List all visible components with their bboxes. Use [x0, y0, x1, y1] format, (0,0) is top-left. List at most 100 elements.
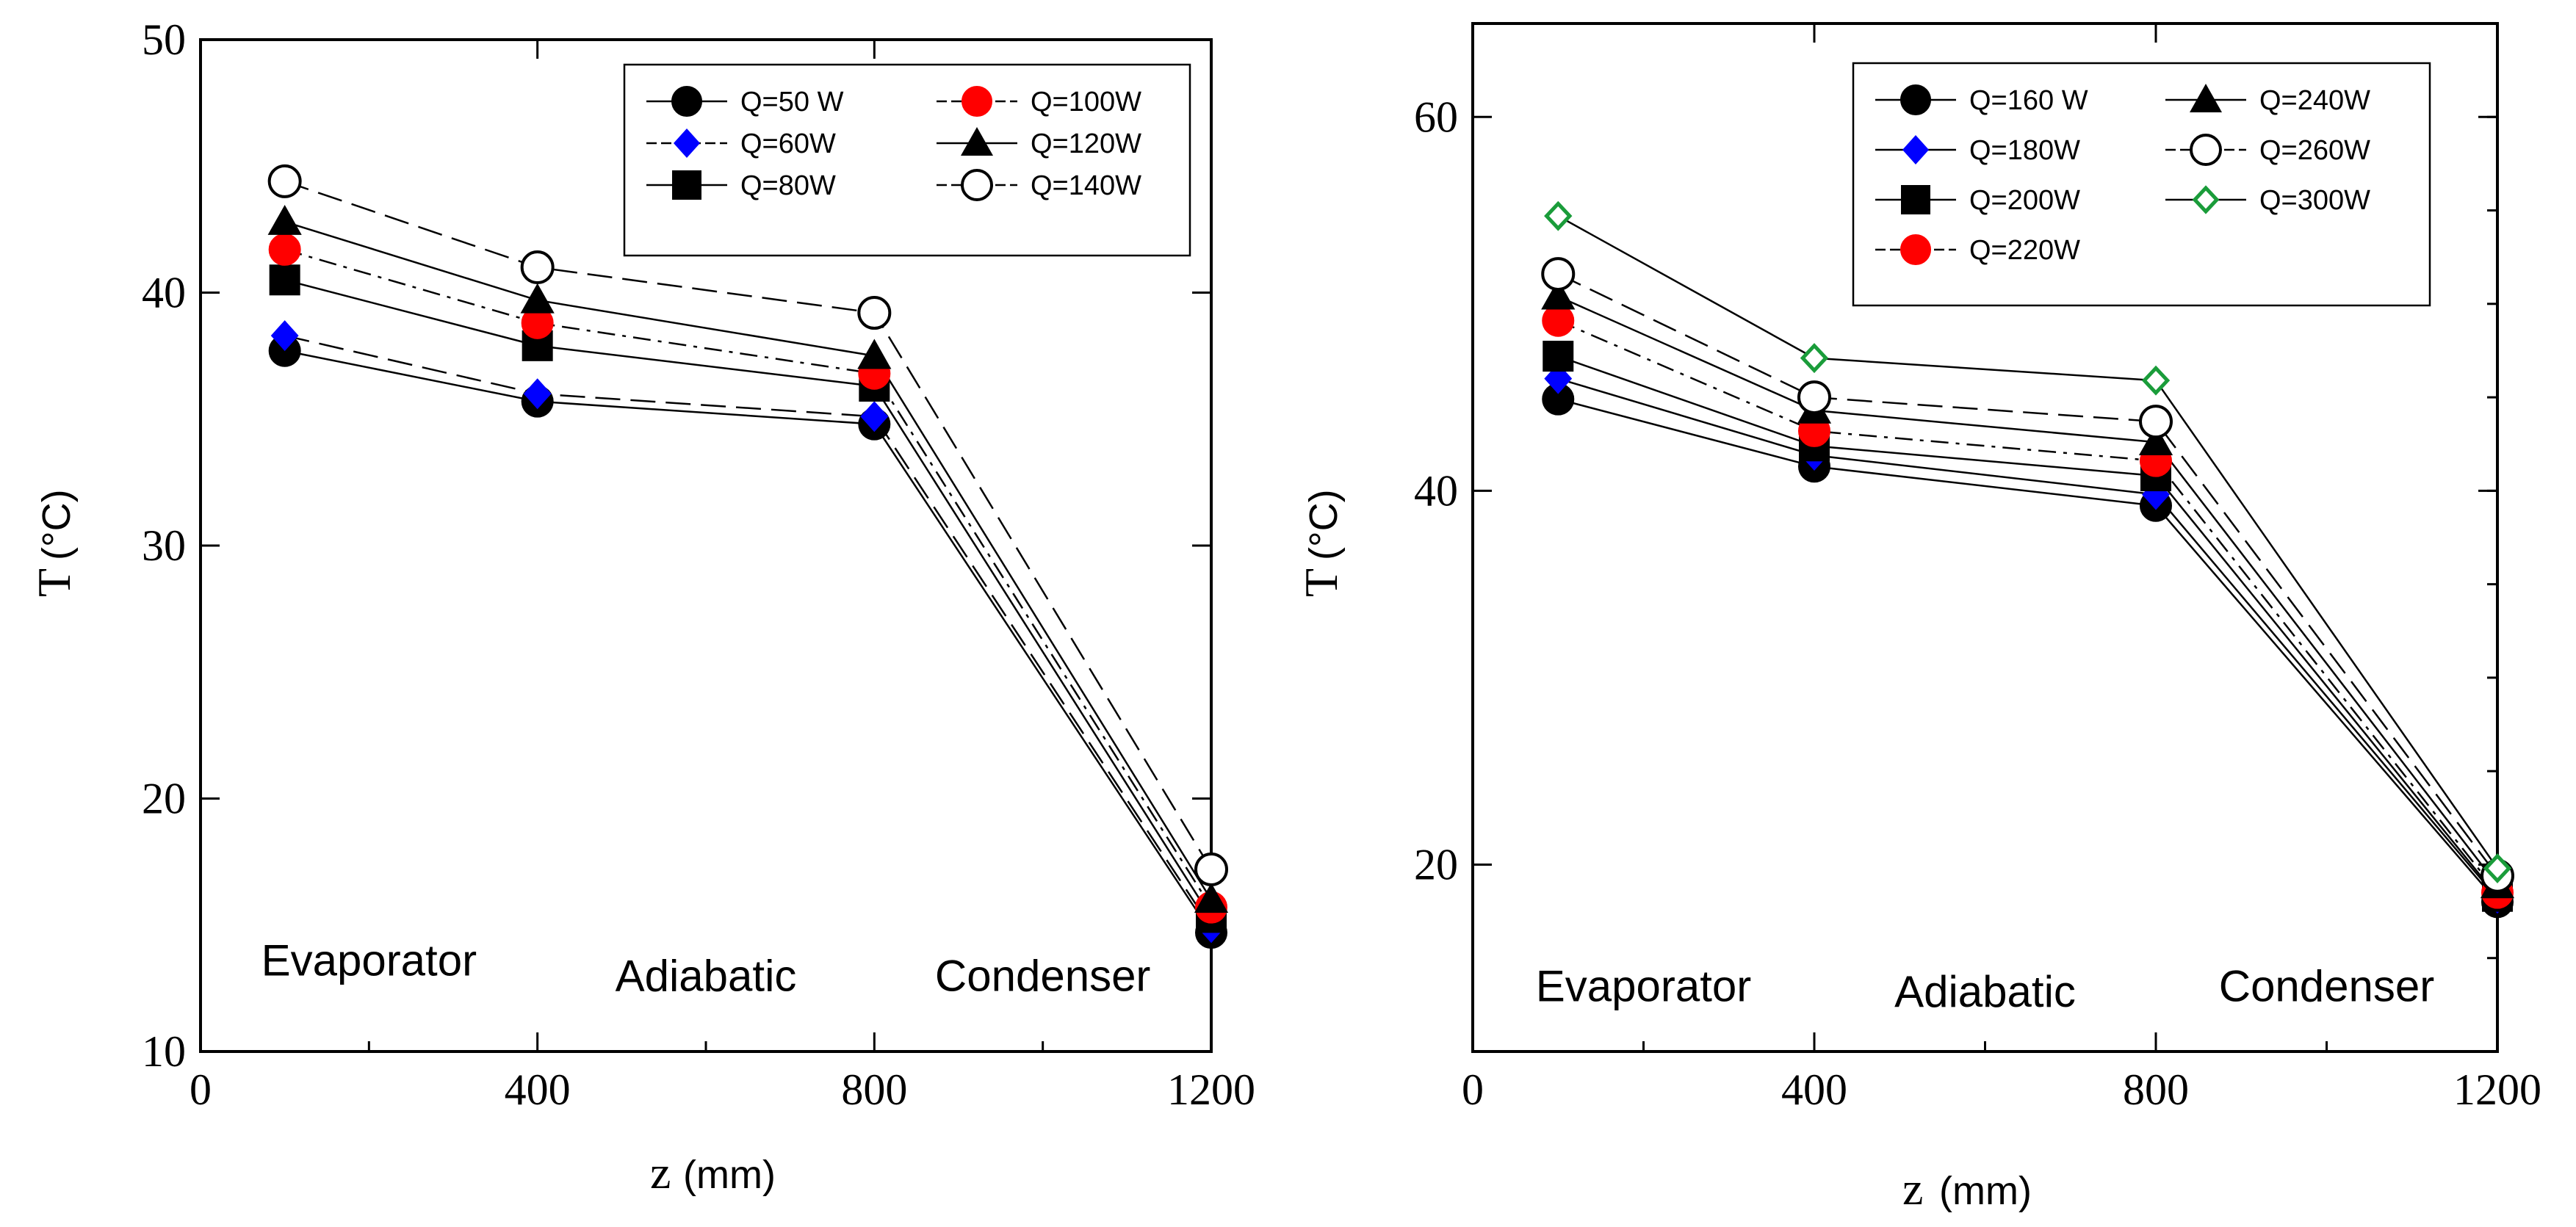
- right-series-line: [1557, 355, 2498, 897]
- right-legend-marker: [2190, 84, 2222, 112]
- right-y-axis-unit: (°C): [1302, 489, 1346, 560]
- right-data-point: [2138, 425, 2173, 456]
- left-legend-frame: [623, 63, 1191, 257]
- right-legend-label: Q=240W: [2259, 85, 2370, 116]
- right-legend-label: Q=260W: [2259, 135, 2370, 166]
- right-legend-marker: [1902, 135, 1929, 164]
- left-data-point: [520, 250, 555, 285]
- right-legend-frame: [1852, 62, 2431, 307]
- right-x-axis-unit: (mm): [1939, 1169, 2032, 1213]
- left-y-axis-symbol: T: [28, 568, 80, 597]
- right-data-point: [1543, 341, 1574, 372]
- right-region-labels: Evaporator Adiabatic Condenser: [1536, 961, 2435, 1016]
- left-data-point: [860, 401, 889, 432]
- left-data-point: [1194, 883, 1229, 913]
- right-series-line: [1557, 398, 2498, 903]
- right-data-point: [2139, 405, 2173, 439]
- left-x-axis-symbol: z: [650, 1146, 671, 1198]
- left-x-tick-label: 1200: [1167, 1065, 1255, 1114]
- left-legend-label: Q=140W: [1031, 170, 1141, 201]
- left-legend-label: Q=60W: [740, 129, 836, 159]
- left-series-line: [284, 334, 1213, 928]
- right-data-point: [1797, 380, 1831, 415]
- right-x-tick-label: 1200: [2453, 1065, 2541, 1114]
- right-x-tick-label: 400: [1781, 1065, 1847, 1114]
- right-series: [1541, 200, 2515, 919]
- left-data-point: [267, 164, 302, 198]
- left-data-point: [523, 378, 552, 410]
- right-legend-label: Q=200W: [1969, 185, 2080, 216]
- right-legend-marker: [1900, 84, 1931, 115]
- left-series-line: [284, 248, 1213, 908]
- left-legend-label: Q=80W: [740, 170, 836, 201]
- right-series-line: [1557, 272, 2498, 877]
- left-legend: Q=50 W Q=60W Q=80W Q=100W Q=120W Q=140W: [623, 63, 1191, 257]
- left-x-tick-label: 800: [841, 1065, 907, 1114]
- left-x-tick-label: 0: [190, 1065, 212, 1114]
- left-data-point: [270, 320, 299, 352]
- left-data-point: [1194, 852, 1228, 886]
- right-y-axis-symbol: T: [1295, 568, 1347, 597]
- right-y-tick-label: 60: [1414, 93, 1458, 141]
- right-data-point: [1800, 343, 1829, 374]
- left-x-tick-label: 400: [505, 1065, 571, 1114]
- left-legend-label: Q=100W: [1031, 87, 1141, 117]
- left-region-label: Evaporator: [261, 936, 477, 985]
- right-series-line: [1557, 377, 2498, 900]
- left-y-tick-label: 20: [142, 775, 186, 823]
- right-legend: Q=160 W Q=180W Q=200W Q=220W Q=240W Q=260W Q=3…: [1852, 62, 2431, 307]
- left-series-line: [284, 220, 1213, 900]
- left-series-line: [284, 279, 1213, 919]
- left-chart-panel: 0 400 800 1200 10 20 30 40 50 Evaporator Adiabati…: [28, 15, 1255, 1198]
- right-region-label: Adiabatic: [1894, 967, 2076, 1016]
- left-y-tick-label: 10: [142, 1027, 186, 1076]
- right-y-tick-label: 20: [1414, 840, 1458, 888]
- left-legend-marker: [962, 86, 992, 117]
- left-legend-marker: [674, 129, 700, 158]
- right-data-point: [2141, 365, 2171, 396]
- left-series-line: [284, 180, 1213, 870]
- right-data-point: [1544, 200, 1573, 231]
- right-legend-marker: [2190, 134, 2222, 166]
- right-series-line: [1557, 215, 2499, 869]
- right-region-label: Evaporator: [1536, 961, 1752, 1010]
- left-legend-marker: [961, 127, 993, 156]
- right-x-tick-label: 0: [1462, 1065, 1484, 1114]
- right-chart-panel: 0 400 800 1200 20 40 60 Evaporator Adiabatic Con…: [1295, 22, 2541, 1215]
- right-tick-labels: 0 400 800 1200 20 40 60: [1414, 93, 2541, 1114]
- right-series-line: [1557, 295, 2498, 886]
- left-series-line: [284, 350, 1213, 933]
- right-legend-label: Q=180W: [1969, 135, 2080, 166]
- left-data-point: [520, 283, 555, 314]
- left-data-point: [267, 204, 302, 235]
- left-region-labels: Evaporator Adiabatic Condenser: [261, 936, 1151, 1001]
- left-legend-marker: [672, 170, 701, 200]
- left-data-point: [857, 296, 892, 330]
- left-legend-marker: [961, 169, 993, 201]
- left-data-point: [268, 233, 301, 266]
- right-legend-label: Q=220W: [1969, 235, 2080, 266]
- right-x-axis-symbol: z: [1902, 1162, 1923, 1215]
- left-y-tick-label: 40: [142, 269, 186, 317]
- right-legend-marker: [1901, 185, 1930, 214]
- left-tick-labels: 0 400 800 1200 10 20 30 40 50: [142, 15, 1255, 1114]
- left-legend-label: Q=120W: [1031, 129, 1141, 159]
- left-series: [267, 164, 1229, 949]
- right-legend-marker: [2192, 185, 2220, 214]
- left-y-tick-label: 50: [142, 15, 186, 64]
- left-y-axis-unit: (°C): [35, 489, 79, 560]
- right-legend-label: Q=300W: [2259, 185, 2370, 216]
- right-region-label: Condenser: [2219, 961, 2435, 1010]
- left-y-tick-label: 30: [142, 521, 186, 570]
- left-x-axis-unit: (mm): [683, 1153, 776, 1197]
- right-legend-label: Q=160 W: [1969, 85, 2088, 116]
- left-legend-label: Q=50 W: [740, 87, 844, 117]
- right-data-point: [1541, 257, 1576, 292]
- left-region-label: Condenser: [935, 951, 1151, 1000]
- right-x-tick-label: 800: [2123, 1065, 2189, 1114]
- left-ticks: [201, 40, 1211, 1052]
- left-data-point: [857, 339, 892, 369]
- right-y-tick-label: 40: [1414, 466, 1458, 515]
- left-data-point: [269, 264, 300, 296]
